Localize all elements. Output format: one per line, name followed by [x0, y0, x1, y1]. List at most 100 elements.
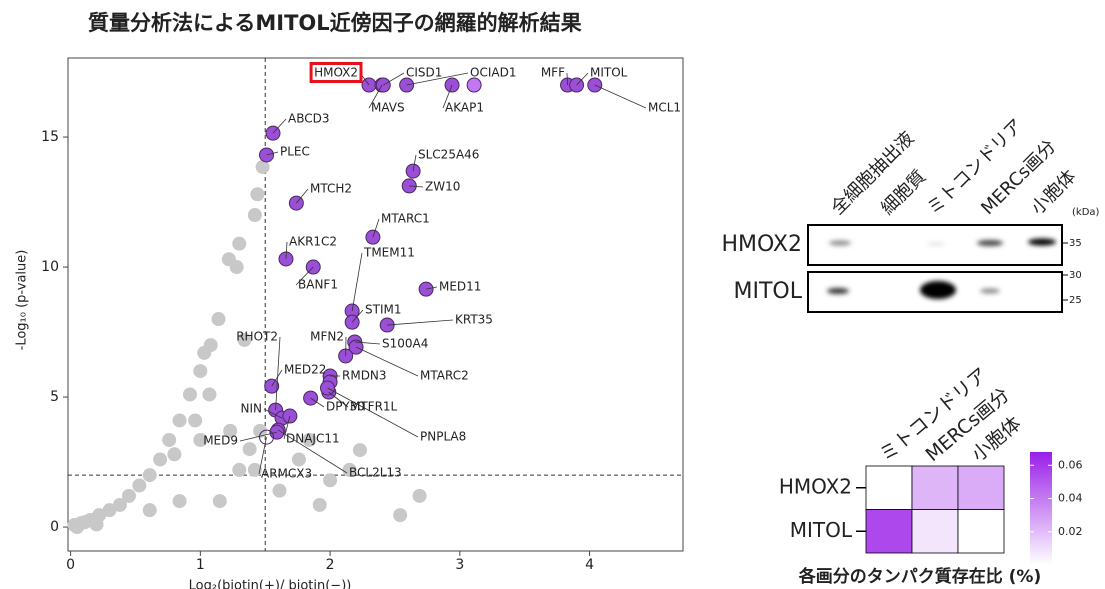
- point-label: MFN2: [310, 330, 344, 344]
- point: [312, 497, 327, 512]
- heatmap-cell: [911, 465, 959, 510]
- plot-frame: [67, 57, 684, 552]
- point-label: MED22: [284, 363, 326, 377]
- x-tick-label: 2: [326, 557, 335, 573]
- leaders: [239, 72, 647, 475]
- leader-line: [351, 252, 363, 312]
- point-label: TMEM11: [363, 246, 415, 260]
- y-tick-label: 15: [41, 129, 59, 145]
- point-label: ARMCX3: [261, 467, 312, 481]
- colorbar-tick-label: 0.06: [1058, 458, 1083, 471]
- point-label: MITOL: [590, 66, 628, 80]
- point-label: MED9: [203, 434, 238, 448]
- leader-line: [295, 266, 314, 286]
- leader-line: [327, 387, 419, 438]
- highlight-box: [309, 62, 363, 83]
- point: [342, 462, 357, 477]
- y-tick-label: 5: [50, 389, 59, 405]
- leader-line: [409, 185, 424, 188]
- band: [920, 281, 956, 299]
- point-label: ABCD3: [288, 112, 329, 126]
- point-label: MTCH2: [310, 182, 352, 196]
- point-label: PNPLA8: [420, 430, 466, 444]
- point-label: CISD1: [406, 66, 442, 80]
- leader-line: [263, 408, 283, 419]
- blot-unit: (kDa): [1072, 207, 1100, 218]
- marker-label: 35: [1069, 238, 1082, 249]
- blot-panel: [807, 224, 1063, 266]
- leader-line: [406, 72, 469, 86]
- colorbar: [1030, 452, 1052, 565]
- point-label: STIM1: [365, 303, 401, 317]
- point-label: BANF1: [298, 278, 338, 292]
- point: [172, 413, 187, 428]
- point-label: DNAJC11: [286, 432, 340, 446]
- point-label: S100A4: [382, 337, 428, 351]
- figure-title: 質量分析法によるMITOL近傍因子の網羅的解析結果: [88, 11, 582, 35]
- point: [255, 159, 270, 174]
- band: [1028, 238, 1056, 246]
- leader-line: [412, 154, 417, 172]
- x-tick-label: 0: [66, 557, 75, 573]
- point-label: AKR1C2: [289, 235, 337, 249]
- point: [193, 432, 208, 447]
- leader-line: [328, 391, 349, 408]
- point: [302, 432, 317, 447]
- point: [323, 473, 338, 488]
- x-axis-label: Log₂(biotin(+)/ biotin(−)): [189, 579, 352, 589]
- leader-line: [576, 72, 589, 86]
- labels: HMOX2 MAVS CISD1 OCIAD1 AKAP1 MFF MITOL MCL1 ABC…: [203, 62, 681, 481]
- point: [182, 387, 197, 402]
- point: [232, 236, 247, 251]
- leader-line: [310, 397, 325, 408]
- point-label: MAVS: [371, 101, 405, 115]
- point-label: MED11: [439, 280, 481, 294]
- blot-row-label: MITOL: [734, 279, 803, 304]
- leader-line: [296, 188, 309, 204]
- heatmap-cell: [865, 465, 913, 510]
- leader-line: [277, 429, 348, 474]
- point: [142, 468, 157, 483]
- point-label: RHOT2: [236, 330, 278, 344]
- colorbar-tick-label: 0.04: [1058, 492, 1083, 505]
- colorbar-tick-label: 0.02: [1058, 525, 1083, 538]
- point: [188, 413, 203, 428]
- heatmap-caption: 各画分のタンパク質存在比 (%): [798, 566, 1042, 587]
- leader-line: [387, 319, 454, 326]
- leader-line: [372, 218, 380, 238]
- point: [102, 503, 117, 518]
- point-label: MCL1: [648, 101, 681, 115]
- band: [980, 288, 1000, 294]
- point-label: MTARC2: [420, 369, 469, 383]
- point: [250, 187, 265, 202]
- marker-label: 30: [1069, 270, 1082, 281]
- leader-line: [272, 118, 287, 134]
- point-label: AKAP1: [445, 101, 484, 115]
- point-label: ZW10: [425, 180, 460, 194]
- x-tick-label: 3: [455, 557, 464, 573]
- point: [237, 332, 252, 347]
- leader-line: [355, 346, 419, 377]
- point: [259, 429, 275, 445]
- point-label: KRT35: [455, 313, 493, 327]
- x-tick-label: 1: [196, 557, 205, 573]
- blot-bands: [827, 238, 1056, 299]
- point: [247, 462, 262, 477]
- point: [202, 387, 217, 402]
- point: [153, 452, 168, 467]
- marker-label: 25: [1069, 295, 1082, 306]
- lane-label: ミトコンドリア: [923, 115, 1027, 219]
- point-label: BCL2L13: [349, 466, 402, 480]
- point: [132, 478, 147, 493]
- point-label: MFF: [541, 66, 565, 80]
- point: [73, 516, 88, 531]
- point: [223, 423, 238, 438]
- point: [291, 452, 306, 467]
- point: [211, 312, 226, 327]
- leader-line: [283, 415, 291, 440]
- point-label: SLC25A46: [418, 148, 479, 162]
- point-label: MTARC1: [381, 212, 430, 226]
- point: [466, 77, 482, 93]
- leader-line: [566, 72, 568, 86]
